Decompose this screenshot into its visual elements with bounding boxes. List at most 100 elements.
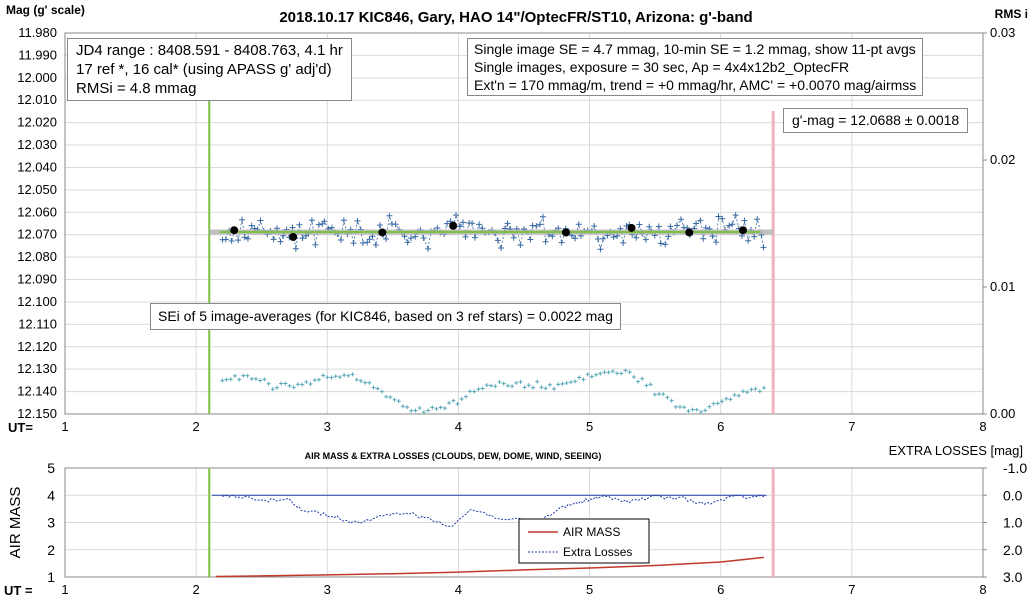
gmag-text: g'-mag = 12.0688 ± 0.0018 <box>792 112 960 128</box>
single-image-point <box>726 222 733 229</box>
rmsi-point <box>728 397 733 402</box>
x-axis-label: UT= <box>8 420 33 435</box>
single-image-point <box>420 234 427 241</box>
rmsi-point <box>606 370 611 375</box>
single-image-point <box>558 239 565 246</box>
single-image-point <box>456 223 463 230</box>
y-axis-label-left-bottom: AIR MASS <box>7 487 24 559</box>
rmsi-point <box>388 395 393 400</box>
rmsi-point <box>258 378 263 383</box>
rmsi-point <box>442 406 447 411</box>
x-tick-label: 6 <box>717 419 724 434</box>
single-image-point <box>308 217 315 224</box>
y-tick-label-bottom: 2 <box>47 542 55 558</box>
rmsi-point <box>518 379 523 384</box>
rmsi-point <box>451 398 456 403</box>
rmsi-point <box>589 374 594 379</box>
x-tick-label-bottom: 7 <box>848 582 855 597</box>
rmsi-point <box>480 386 485 391</box>
x-tick-label-bottom: 5 <box>586 582 593 597</box>
rmsi-point <box>543 386 548 391</box>
single-image-point <box>453 212 460 219</box>
x-tick-label-bottom: 3 <box>324 582 331 597</box>
single-image-point <box>340 217 347 224</box>
rmsi-point <box>295 382 300 387</box>
rmsi-point <box>333 374 338 379</box>
single-image-point <box>715 213 722 220</box>
rmsi-point <box>463 394 468 399</box>
y-tick-label: 12.020 <box>17 115 57 130</box>
rmsi-point <box>598 371 603 376</box>
single-image-point <box>700 235 707 242</box>
rmsi-point <box>556 382 561 387</box>
rmsi-point <box>711 401 716 406</box>
single-image-point <box>655 223 662 230</box>
rmsi-point <box>615 371 620 376</box>
rmsi-point <box>476 387 481 392</box>
x-tick-label: 3 <box>324 419 331 434</box>
single-image-point <box>408 235 415 242</box>
y-tick-label: 12.010 <box>17 92 57 107</box>
y-tick-label: 11.990 <box>18 47 57 62</box>
single-image-point <box>662 241 669 248</box>
rmsi-point <box>266 381 271 386</box>
average-point <box>449 221 458 230</box>
average-point <box>627 223 636 232</box>
single-image-point <box>633 234 640 241</box>
y-tick-label: 12.110 <box>18 316 57 331</box>
y-tick-label-bottom: 3 <box>47 515 55 531</box>
single-image-point <box>425 245 432 252</box>
rmsi-point <box>329 375 334 380</box>
rmsi-point <box>228 377 233 382</box>
rmsi-point <box>417 406 422 411</box>
y2-tick-label: 0.01 <box>990 279 1015 294</box>
single-image-point <box>517 242 524 249</box>
rmsi-point <box>358 378 363 383</box>
single-image-point <box>498 244 505 251</box>
rmsi-point <box>682 405 687 410</box>
rmsi-point <box>661 392 666 397</box>
single-image-point <box>697 217 704 224</box>
y-tick-label: 12.040 <box>17 159 57 174</box>
rmsi-point <box>686 408 691 413</box>
rmsi-point <box>455 401 460 406</box>
single-image-point <box>248 222 255 229</box>
rmsi-point <box>371 385 376 390</box>
rmsi-point <box>413 408 418 413</box>
rmsi-point <box>245 373 250 378</box>
y2-tick-label-bottom: -1.0 <box>1003 460 1027 476</box>
y2-tick-label-bottom: 0.0 <box>1003 487 1023 503</box>
rmsi-point <box>594 372 599 377</box>
single-image-point <box>222 236 229 243</box>
x-tick-label: 7 <box>848 419 855 434</box>
rmsi-point <box>468 389 473 394</box>
rmsi-point <box>262 377 267 382</box>
rmsi-point <box>707 404 712 409</box>
rmsi-point <box>379 389 384 394</box>
legend-label-extra-losses: Extra Losses <box>563 545 632 559</box>
x-tick-label-bottom: 4 <box>455 582 462 597</box>
rmsi-point <box>547 382 552 387</box>
rmsi-point <box>648 382 653 387</box>
single-image-point <box>713 239 720 246</box>
rmsi-point <box>757 389 762 394</box>
y-axis-label-right: RMS i <box>995 7 1028 21</box>
rmsi-point <box>736 393 741 398</box>
rmsi-point <box>514 380 519 385</box>
y-tick-label: 12.120 <box>17 339 57 354</box>
rmsi-point <box>720 399 725 404</box>
rmsi-point <box>249 376 254 381</box>
single-image-point <box>542 238 549 245</box>
single-image-point <box>244 235 251 242</box>
rmsi-point <box>438 405 443 410</box>
plot-frame <box>64 32 984 415</box>
air-mass-line <box>215 556 765 578</box>
rmsi-point <box>703 408 708 413</box>
rmsi-point <box>405 405 410 410</box>
rmsi-point <box>740 389 745 394</box>
rmsi-point <box>232 373 237 378</box>
rmsi-point <box>279 381 284 386</box>
rmsi-point <box>577 375 582 380</box>
legend-label-air-mass: AIR MASS <box>563 525 620 539</box>
rmsi-point <box>522 385 527 390</box>
